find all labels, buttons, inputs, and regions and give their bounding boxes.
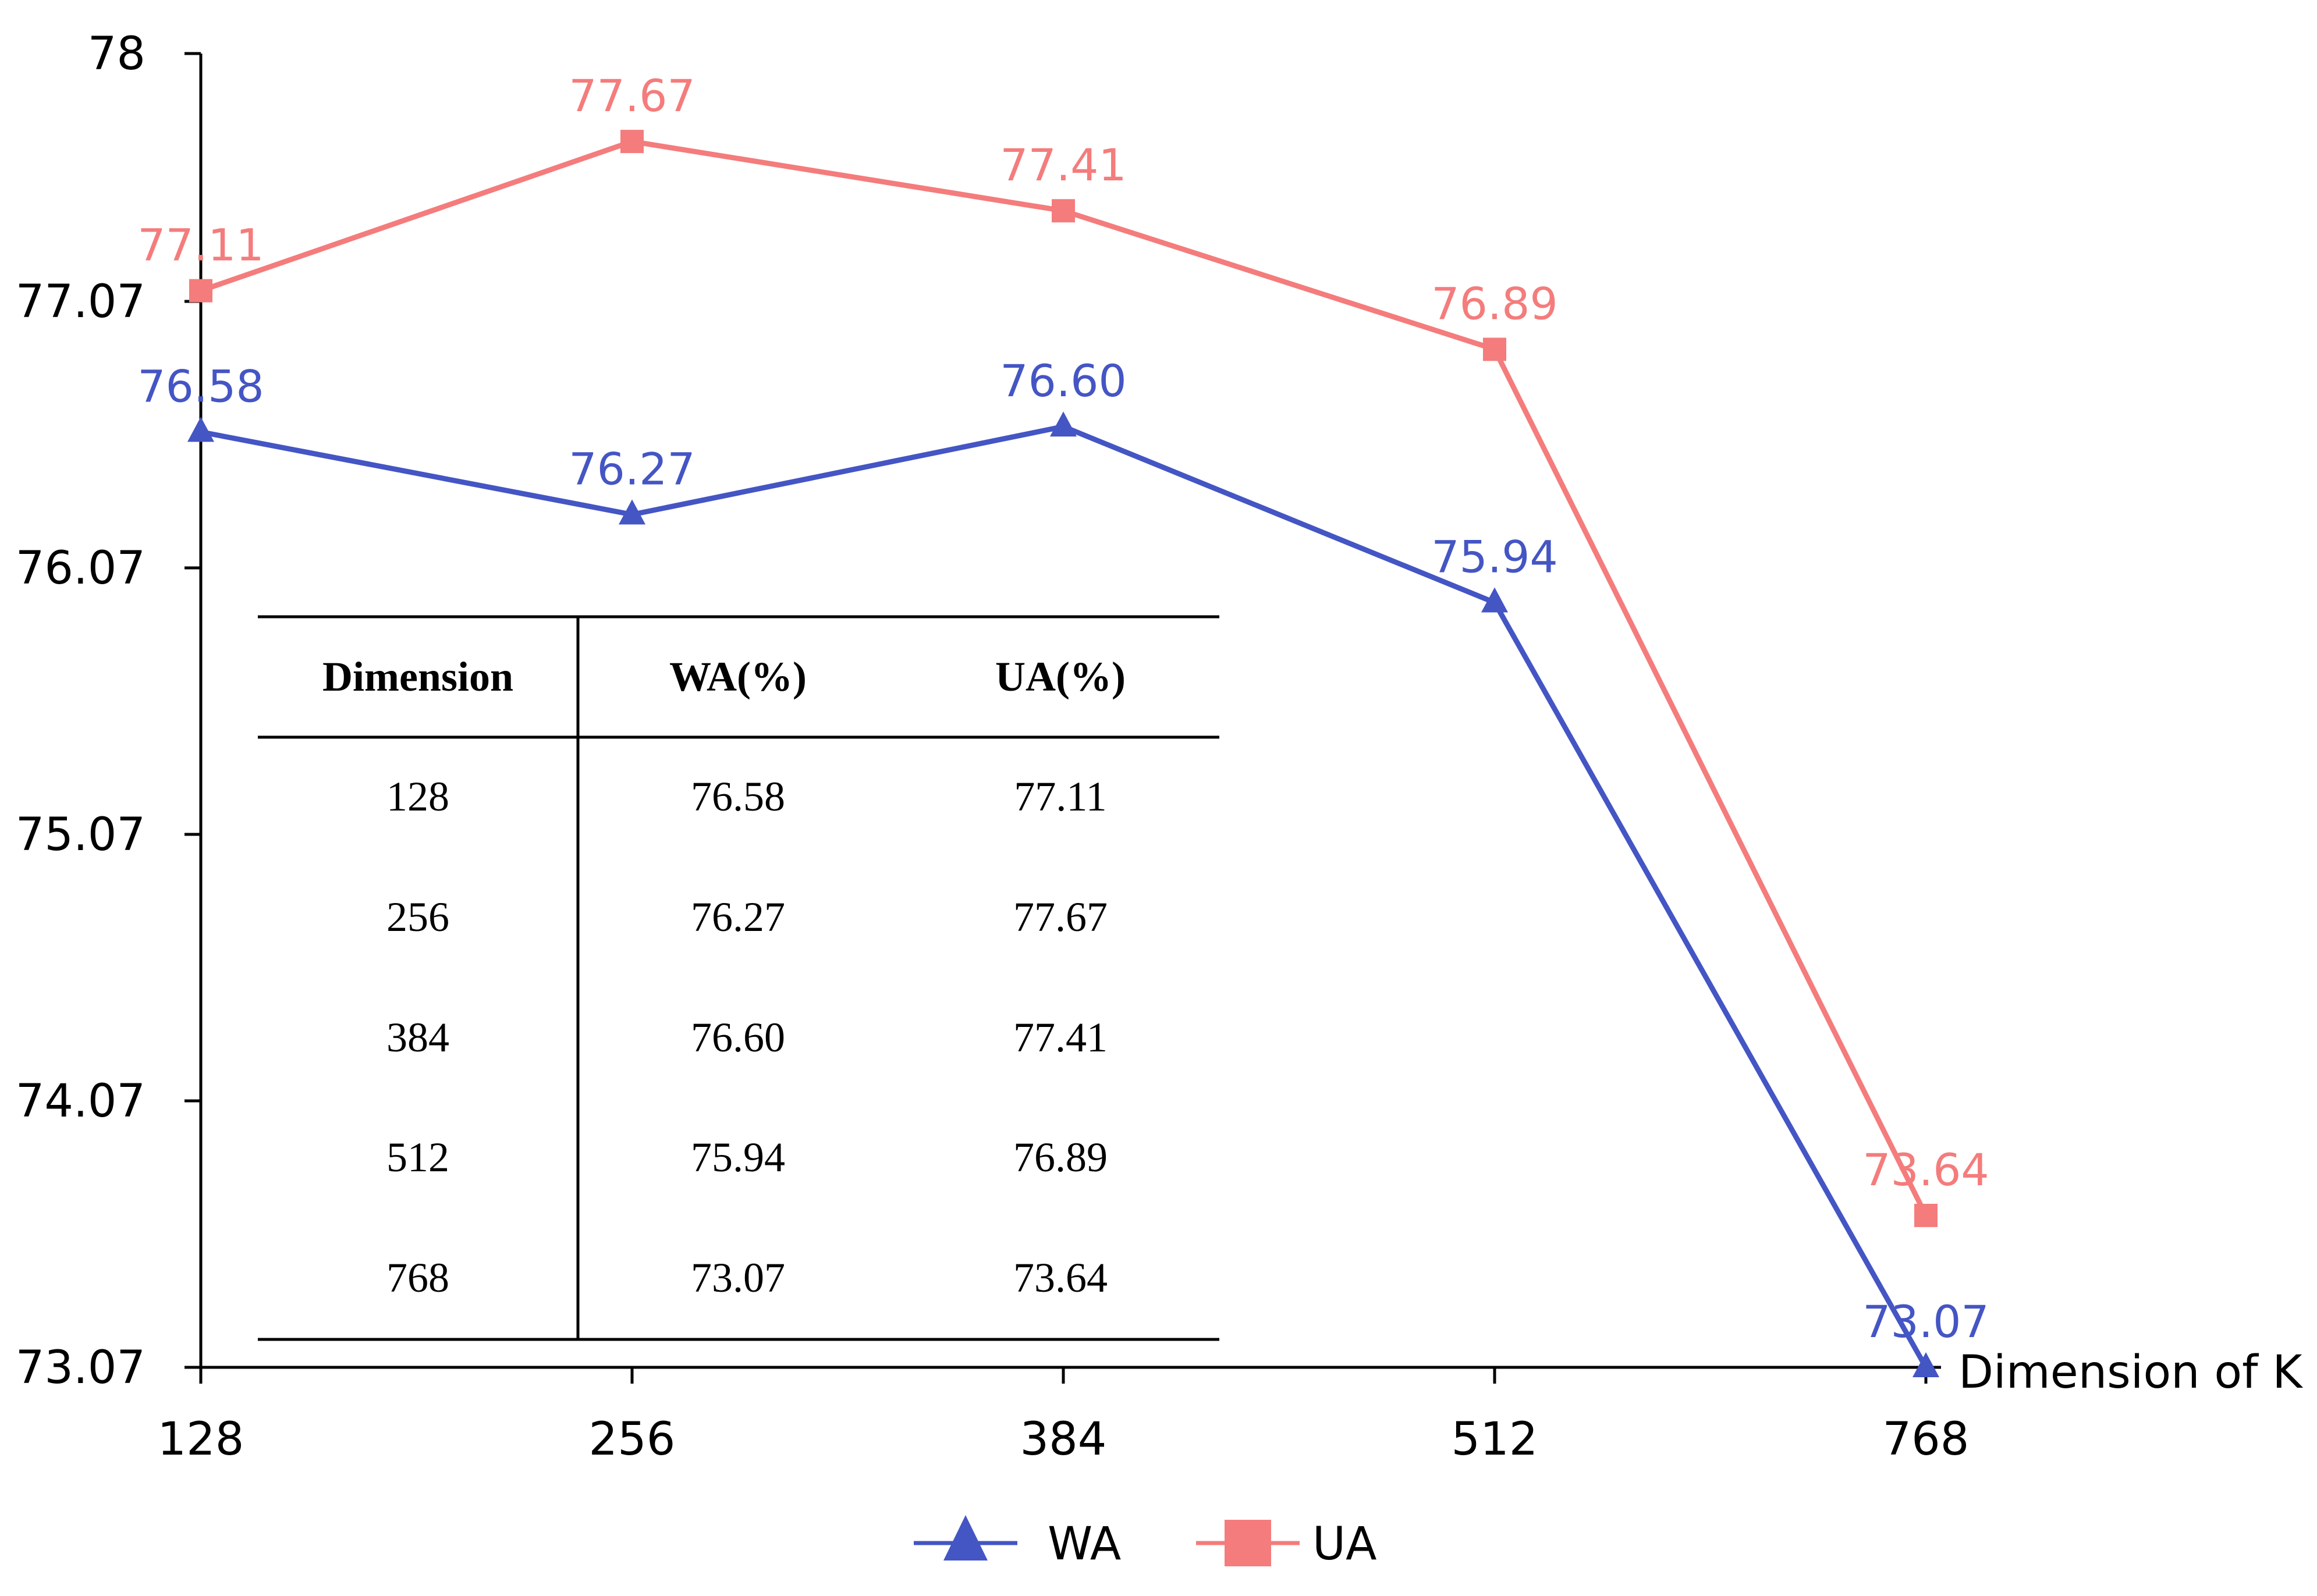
data-label-wa: 75.94: [1431, 531, 1558, 583]
data-point-wa: [619, 499, 645, 525]
data-label-ua: 73.64: [1862, 1144, 1989, 1196]
y-tick-label: 75.07: [16, 809, 146, 861]
legend-label-ua: UA: [1312, 1518, 1376, 1570]
data-point-wa: [1481, 587, 1508, 613]
legend-label-wa: WA: [1048, 1518, 1121, 1570]
table-cell: 73.64: [1013, 1254, 1108, 1301]
data-label-wa: 76.60: [1000, 355, 1127, 407]
data-point-wa: [1912, 1352, 1939, 1377]
table-cell: 75.94: [691, 1134, 785, 1181]
table-cell: 384: [386, 1014, 449, 1061]
data-point-ua: [1483, 337, 1506, 361]
table-cell: 73.07: [691, 1254, 785, 1301]
table-cell: 76.58: [691, 773, 785, 820]
table-header-cell: Dimension: [322, 653, 513, 700]
data-label-wa: 73.07: [1862, 1296, 1989, 1348]
data-label-ua: 77.67: [569, 70, 696, 122]
table-cell: 77.11: [1014, 773, 1106, 820]
data-point-ua: [1052, 199, 1075, 223]
x-tick-label: 512: [1452, 1413, 1538, 1466]
data-label-ua: 76.89: [1431, 278, 1558, 329]
y-tick-label: 76.07: [16, 542, 146, 595]
x-tick-label: 128: [158, 1413, 244, 1466]
data-point-ua: [189, 279, 212, 303]
table-header-cell: WA(%): [669, 653, 807, 700]
y-tick-label: 78: [88, 28, 146, 80]
table-header-cell: UA(%): [995, 653, 1126, 700]
data-labels: 76.58 76.27 76.60 75.94 73.07 77.11 77.67 77.41…: [137, 70, 1989, 1348]
legend-marker-ua: [1225, 1520, 1271, 1566]
series-group: [187, 130, 1939, 1377]
data-label-ua: 77.11: [137, 219, 264, 271]
table-cell: 77.41: [1013, 1014, 1108, 1061]
data-label-wa: 76.58: [137, 360, 264, 412]
legend: WA UA: [914, 1515, 1376, 1570]
table-cell: 128: [386, 773, 449, 820]
x-tick-label: 768: [1883, 1413, 1970, 1466]
y-tick-label: 74.07: [16, 1075, 146, 1128]
data-label-wa: 76.27: [569, 443, 696, 495]
table-cell: 256: [386, 894, 449, 940]
data-label-ua: 77.41: [1000, 139, 1127, 191]
table-cell: 76.60: [691, 1014, 785, 1061]
y-tick-label: 77.07: [16, 276, 146, 328]
data-point-wa: [1050, 411, 1077, 437]
x-tick-label: 256: [589, 1413, 676, 1466]
table-cell: 76.27: [691, 894, 785, 940]
table-cell: 77.67: [1013, 894, 1108, 940]
x-tick-label: 384: [1020, 1413, 1107, 1466]
data-point-ua: [1914, 1203, 1938, 1227]
table-cell: 512: [386, 1134, 449, 1181]
y-tick-label: 73.07: [16, 1342, 146, 1394]
table-cell: 76.89: [1013, 1134, 1108, 1181]
data-point-ua: [620, 130, 644, 154]
data-point-wa: [187, 417, 214, 442]
x-axis-title: Dimension of K: [1958, 1346, 2303, 1399]
table-cell: 768: [386, 1254, 449, 1301]
legend-marker-wa: [943, 1515, 988, 1561]
data-table: Dimension WA(%) UA(%) 128 76.58 77.11 256 76.27…: [258, 615, 1219, 1341]
